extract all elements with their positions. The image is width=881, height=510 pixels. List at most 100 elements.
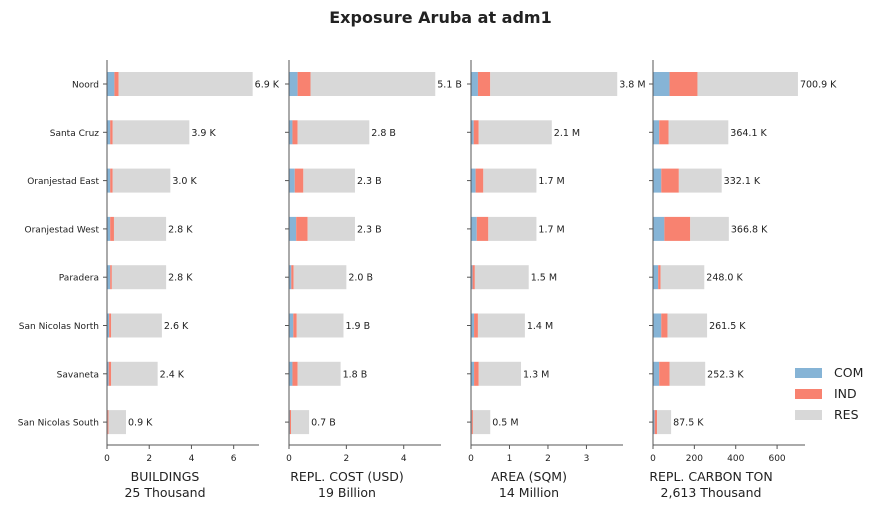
bar-res-8: [472, 410, 491, 435]
chart-title: Exposure Aruba at adm1: [329, 8, 552, 27]
total-label-4: 366.8 K: [731, 224, 768, 235]
bar-com-2: [471, 120, 474, 145]
bar-ind-7: [292, 361, 298, 386]
bar-ind-4: [110, 216, 114, 241]
bar-res-4: [307, 216, 355, 241]
bar-ind-6: [474, 313, 478, 338]
total-label-4: 2.8 K: [168, 224, 193, 235]
category-label-4: Oranjestad West: [25, 225, 100, 235]
bar-res-6: [296, 313, 344, 338]
bar-res-3: [112, 168, 171, 193]
total-label-6: 2.6 K: [164, 321, 189, 332]
bar-ind-7: [659, 361, 670, 386]
bar-ind-8: [107, 410, 109, 435]
total-label-2: 3.9 K: [191, 128, 216, 139]
bar-com-2: [107, 120, 111, 145]
bar-com-8: [653, 410, 655, 435]
total-label-8: 0.5 M: [492, 418, 518, 429]
bar-com-5: [653, 265, 659, 290]
bar-ind-5: [291, 265, 294, 290]
total-label-5: 1.5 M: [531, 273, 557, 284]
total-label-3: 2.3 B: [357, 176, 382, 187]
category-label-7: Savaneta: [57, 370, 99, 380]
bar-com-7: [107, 361, 109, 386]
legend-label-ind: IND: [834, 386, 857, 401]
total-label-8: 0.7 B: [311, 418, 336, 429]
panel-1: 6.9 K Noord 3.9 K Santa Cruz 3.0 K Oranjestad…: [18, 60, 280, 500]
bar-ind-4: [296, 216, 308, 241]
x-axis-label: BUILDINGS: [131, 469, 200, 484]
total-label-8: 87.5 K: [673, 418, 704, 429]
bar-res-2: [297, 120, 370, 145]
total-label-6: 1.4 M: [527, 321, 553, 332]
bar-res-5: [293, 265, 347, 290]
bar-com-6: [107, 313, 110, 338]
bar-res-6: [477, 313, 525, 338]
x-tick-label-2: 1: [507, 454, 513, 464]
bar-res-8: [108, 410, 126, 435]
total-label-7: 1.8 B: [343, 369, 368, 380]
bar-com-3: [289, 168, 295, 193]
total-label-2: 2.8 B: [371, 128, 396, 139]
bar-ind-1: [669, 72, 698, 96]
panel-2: 5.1 B 2.8 B 2.3 B 2.3 B 2.0 B 1.9 B 1.8 B 0.7 B…: [285, 60, 462, 500]
x-axis-label: REPL. COST (USD): [290, 469, 404, 484]
total-label-3: 3.0 K: [172, 176, 197, 187]
total-label-5: 2.8 K: [168, 273, 193, 284]
bar-res-6: [667, 313, 708, 338]
total-label-8: 0.9 K: [128, 418, 153, 429]
bar-res-3: [678, 168, 722, 193]
bar-ind-2: [473, 120, 479, 145]
legend-label-com: COM: [834, 365, 864, 380]
bar-res-1: [310, 72, 436, 96]
legend-item-ind: IND: [795, 383, 863, 404]
bar-res-4: [488, 216, 537, 241]
bar-ind-5: [110, 265, 112, 290]
bar-ind-3: [294, 168, 304, 193]
bar-ind-3: [110, 168, 113, 193]
bar-ind-7: [108, 361, 112, 386]
x-tick-label-4: 3: [584, 454, 590, 464]
legend-swatch-com: [795, 367, 822, 378]
total-label-4: 1.7 M: [538, 224, 564, 235]
bar-ind-1: [297, 72, 311, 96]
bar-com-6: [471, 313, 475, 338]
bar-com-1: [107, 72, 115, 96]
category-label-6: San Nicolas North: [19, 322, 99, 332]
bar-com-3: [471, 168, 476, 193]
legend: COM IND RES: [795, 362, 863, 425]
bar-res-3: [303, 168, 355, 193]
bar-res-7: [478, 361, 522, 386]
panel-3: 3.8 M 2.1 M 1.7 M 1.7 M 1.5 M 1.4 M 1.3 M 0.5 M…: [467, 60, 646, 500]
legend-item-com: COM: [795, 362, 863, 383]
total-label-1: 5.1 B: [437, 80, 462, 91]
x-tick-label-1: 0: [650, 454, 656, 464]
x-tick-label-1: 0: [104, 454, 110, 464]
bar-com-6: [289, 313, 294, 338]
bar-ind-6: [293, 313, 297, 338]
bar-ind-7: [474, 361, 479, 386]
bar-com-4: [471, 216, 477, 241]
bar-com-3: [107, 168, 111, 193]
category-label-8: San Nicolas South: [18, 419, 99, 429]
bar-res-8: [291, 410, 310, 435]
bar-res-3: [483, 168, 537, 193]
total-label-7: 252.3 K: [707, 369, 744, 380]
bar-com-1: [653, 72, 670, 96]
bar-res-4: [690, 216, 729, 241]
total-label-5: 2.0 B: [348, 273, 373, 284]
total-label-6: 261.5 K: [709, 321, 746, 332]
bar-ind-5: [658, 265, 661, 290]
bar-ind-6: [109, 313, 112, 338]
bar-res-8: [657, 410, 672, 435]
bar-res-7: [669, 361, 706, 386]
bar-ind-3: [661, 168, 679, 193]
total-label-2: 364.1 K: [730, 128, 767, 139]
bar-com-4: [653, 216, 665, 241]
legend-swatch-ind: [795, 388, 822, 399]
bar-com-2: [289, 120, 293, 145]
bar-res-1: [697, 72, 798, 96]
bar-com-3: [653, 168, 662, 193]
x-axis-sublabel: 19 Billion: [318, 485, 376, 500]
bar-com-4: [107, 216, 111, 241]
